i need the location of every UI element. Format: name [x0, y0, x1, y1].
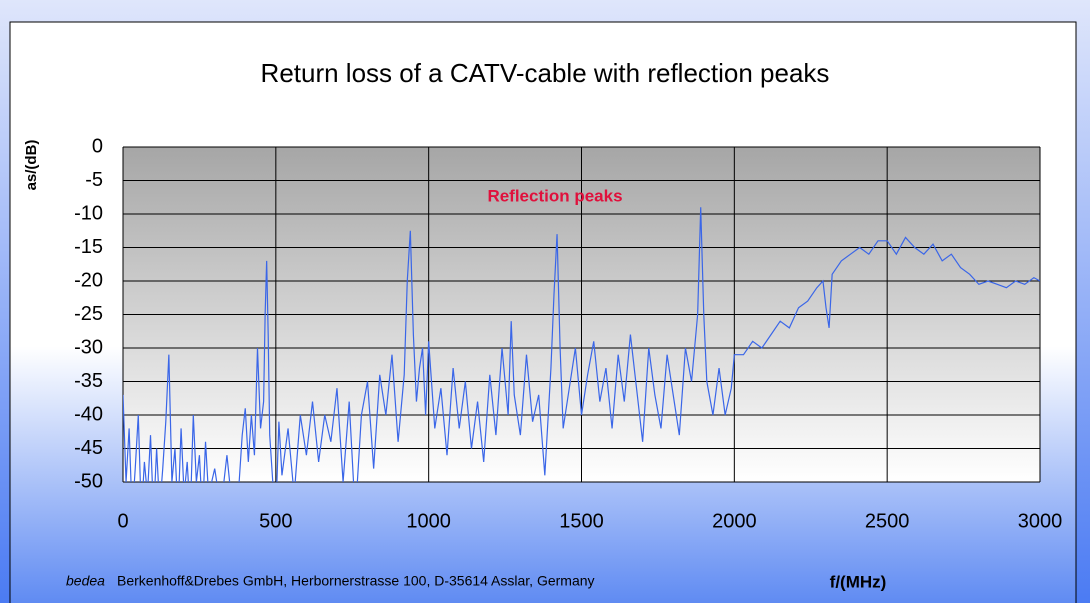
chart-title: Return loss of a CATV-cable with reflect…: [261, 58, 830, 88]
x-axis-label: f/(MHz): [830, 572, 887, 591]
y-tick-label: 0: [92, 135, 103, 157]
line-series: [123, 207, 1040, 482]
footnote-brand: bedea: [66, 573, 105, 589]
y-tick-label: -15: [74, 236, 103, 258]
y-tick-label: -20: [74, 269, 103, 291]
x-tick-label: 0: [117, 510, 128, 532]
x-tick-label: 2000: [712, 510, 757, 532]
x-tick-label: 1500: [559, 510, 604, 532]
y-tick-label: -35: [74, 370, 103, 392]
y-tick-label: -30: [74, 336, 103, 358]
footnote: Berkenhoff&Drebes GmbH, Herbornerstrasse…: [117, 573, 595, 589]
y-tick-label: -45: [74, 437, 103, 459]
y-tick-label: -10: [74, 202, 103, 224]
annotation: Reflection peaks: [487, 186, 622, 205]
y-axis-label: as/(dB): [23, 140, 40, 191]
x-tick-label: 3000: [1018, 510, 1063, 532]
y-tick-label: -5: [85, 169, 103, 191]
x-tick-label: 1000: [406, 510, 451, 532]
y-tick-label: -25: [74, 303, 103, 325]
x-tick-label: 2500: [865, 510, 910, 532]
y-tick-label: -50: [74, 470, 103, 492]
x-tick-label: 500: [259, 510, 292, 532]
y-tick-label: -40: [74, 403, 103, 425]
